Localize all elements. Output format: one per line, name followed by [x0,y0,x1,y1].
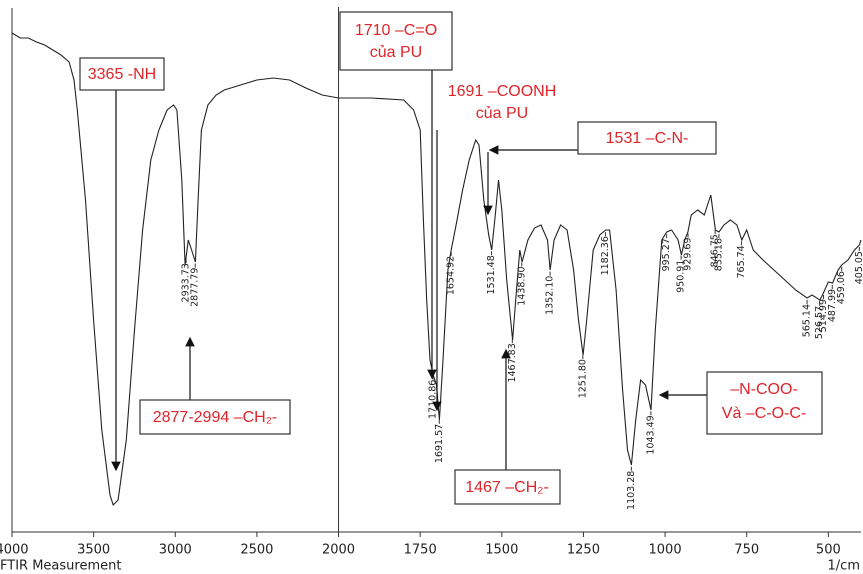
peak-label: 1352.10 [545,276,556,315]
peak-label: 487.99 [827,289,838,322]
x-tick-label: 2500 [240,543,273,558]
annotation-box [339,11,453,71]
x-tick-label: 1500 [485,543,518,558]
annotation: 3365 -NH [88,66,156,83]
annotation: của PU [476,105,528,122]
annotation-box [79,57,165,91]
peak-label: 765.74 [736,245,747,278]
x-tick-label: 1000 [649,543,682,558]
annotation-box [454,469,561,505]
peak-label: 1103.28 [626,471,637,510]
annotation: 1531 –C-N- [606,130,689,147]
peak-label: 1467.83 [507,343,518,382]
peak-label: 2877.79 [190,268,201,307]
annotation-box [437,75,567,130]
peak-label: 1710.86 [427,380,438,419]
annotation-box [577,121,717,155]
peak-label: 565.14 [802,304,813,337]
peak-label: 929.69 [683,237,694,270]
peak-label: 1438.90 [516,266,527,305]
x-tick-label: 3000 [159,543,192,558]
annotation: –N-COO- [730,381,798,398]
peak-label: 1654.92 [446,256,457,295]
x-tick-label: 3500 [77,543,110,558]
peak-label: 1531.48 [486,255,497,294]
x-tick-label: 750 [734,543,759,558]
x-tick-label: 500 [816,543,841,558]
annotations: 3365 -NH 2877-2994 –CH₂- 1710 –C=O của P… [79,11,823,505]
peak-label: 459.06 [836,271,847,304]
spectrum-line [11,32,862,507]
peak-label: 950.91 [676,260,687,293]
annotation: của PU [370,44,422,61]
peak-label: 2933.73 [181,263,192,302]
peak-label: 405.05 [854,251,863,284]
peak-label: 514.99 [818,299,829,332]
annotation: 1467 –CH₂- [465,479,549,496]
annotation: 1710 –C=O [355,22,437,39]
peak-label: 1043.49 [645,415,656,454]
peak-label: 846.75 [710,234,721,267]
peak-label: 1691.57 [434,424,445,463]
x-tick-label: 4000 [0,543,29,558]
peak-label: 526.57 [814,306,825,339]
x-tick-label: 1250 [567,543,600,558]
footer: FTIR Measurement [0,559,121,574]
peak-label: 1251.80 [577,359,588,398]
annotation: 1691 –COONH [448,83,557,100]
annotation: Và –C-O-C- [722,405,806,422]
annotation-box [706,371,823,435]
peak-label: 995.27 [661,238,672,271]
peak-label: 1182.36 [600,236,611,275]
annotation: 2877-2994 –CH₂- [153,409,278,426]
annotation-box [139,399,291,435]
peak-label: 835.18 [713,238,724,271]
x-axis-label: 1/cm [828,559,860,574]
x-tick-label: 1750 [404,543,437,558]
x-tick-label: 2000 [322,543,355,558]
